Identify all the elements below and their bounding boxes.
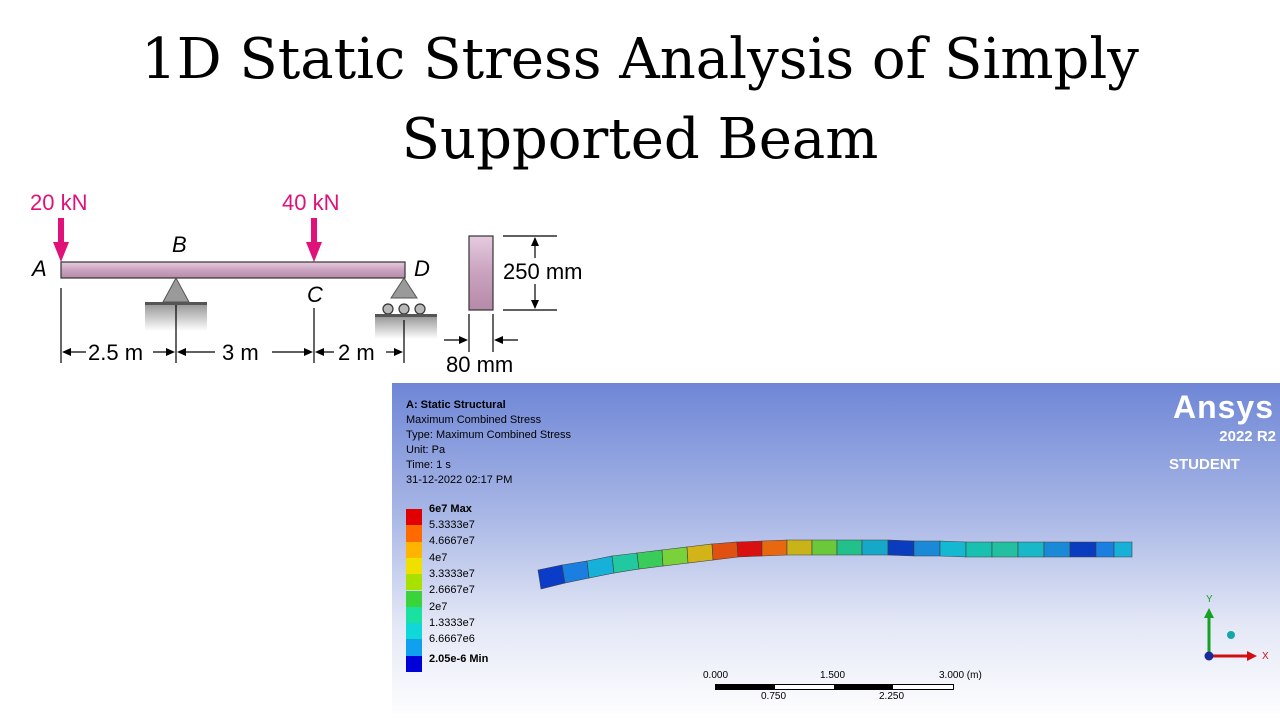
legend-label: 4.6667e7 bbox=[429, 535, 475, 547]
beam bbox=[60, 261, 406, 279]
legend-swatch bbox=[406, 655, 422, 672]
scale-label: 0.000 bbox=[703, 670, 729, 681]
span-label-ab: 2.5 m bbox=[88, 340, 143, 365]
title-line-1: 1D Static Stress Analysis of Simply bbox=[141, 27, 1139, 92]
dimension-arrowheads bbox=[62, 348, 403, 356]
ansys-viewport[interactable]: A: Static Structural Maximum Combined St… bbox=[392, 383, 1280, 720]
legend-label-max: 6e7 Max bbox=[429, 503, 472, 515]
scale-label: 3.000 (m) bbox=[939, 670, 982, 681]
ansys-edition: STUDENT bbox=[1169, 456, 1240, 473]
section-width-label: 80 mm bbox=[446, 352, 513, 377]
legend-label-min: 2.05e-6 Min bbox=[429, 653, 489, 665]
legend-label: 1.3333e7 bbox=[429, 617, 475, 629]
legend-swatch bbox=[406, 509, 422, 526]
point-label-b: B bbox=[172, 232, 187, 257]
load-label-c: 40 kN bbox=[282, 190, 339, 215]
scale-label: 0.750 bbox=[761, 691, 787, 702]
ansys-logo: Ansys bbox=[1172, 389, 1274, 425]
legend-label: 5.3333e7 bbox=[429, 519, 475, 531]
legend-swatch bbox=[406, 623, 422, 640]
load-label-a: 20 kN bbox=[30, 190, 87, 215]
result-date: 31-12-2022 02:17 PM bbox=[406, 474, 513, 486]
analysis-title: A: Static Structural bbox=[406, 399, 506, 411]
point-label-a: A bbox=[30, 256, 47, 281]
legend-swatch bbox=[406, 606, 422, 624]
axis-label-y: Y bbox=[1206, 594, 1213, 605]
beam-cross-section bbox=[444, 235, 557, 352]
legend-label: 2.6667e7 bbox=[429, 584, 475, 596]
legend-swatch bbox=[406, 557, 422, 575]
result-name: Maximum Combined Stress bbox=[406, 414, 542, 426]
point-label-c: C bbox=[307, 282, 323, 307]
legend-swatch bbox=[406, 590, 422, 607]
legend-swatch bbox=[406, 639, 422, 656]
stress-contour-beam[interactable] bbox=[392, 383, 1280, 720]
load-arrow-a bbox=[53, 218, 69, 262]
title-line-2: Supported Beam bbox=[401, 107, 879, 172]
load-arrow-c bbox=[306, 218, 322, 262]
axis-label-x: X bbox=[1262, 651, 1269, 662]
legend-swatch bbox=[406, 574, 422, 591]
legend-swatch bbox=[406, 541, 422, 558]
roller-support-d bbox=[375, 277, 437, 339]
scale-label: 2.250 bbox=[879, 691, 905, 702]
beam-elements bbox=[537, 539, 1133, 590]
span-label-bc: 3 m bbox=[222, 340, 259, 365]
scale-label: 1.500 bbox=[820, 670, 846, 681]
legend-swatch bbox=[406, 525, 422, 542]
legend-label: 4e7 bbox=[429, 552, 448, 564]
legend-label: 2e7 bbox=[429, 601, 448, 613]
legend-label: 6.6667e6 bbox=[429, 633, 475, 645]
legend-label: 3.3333e7 bbox=[429, 568, 475, 580]
result-type: Type: Maximum Combined Stress bbox=[406, 429, 572, 441]
axis-triad[interactable]: Y X bbox=[1192, 588, 1272, 668]
result-unit: Unit: Pa bbox=[406, 444, 446, 456]
ansys-version: 2022 R2 bbox=[1219, 428, 1276, 445]
result-time: Time: 1 s bbox=[406, 459, 451, 471]
point-label-d: D bbox=[414, 256, 430, 281]
span-label-cd: 2 m bbox=[338, 340, 375, 365]
beam-diagram: 20 kN 40 kN A B C D bbox=[30, 190, 582, 377]
section-height-label: 250 mm bbox=[503, 259, 582, 284]
